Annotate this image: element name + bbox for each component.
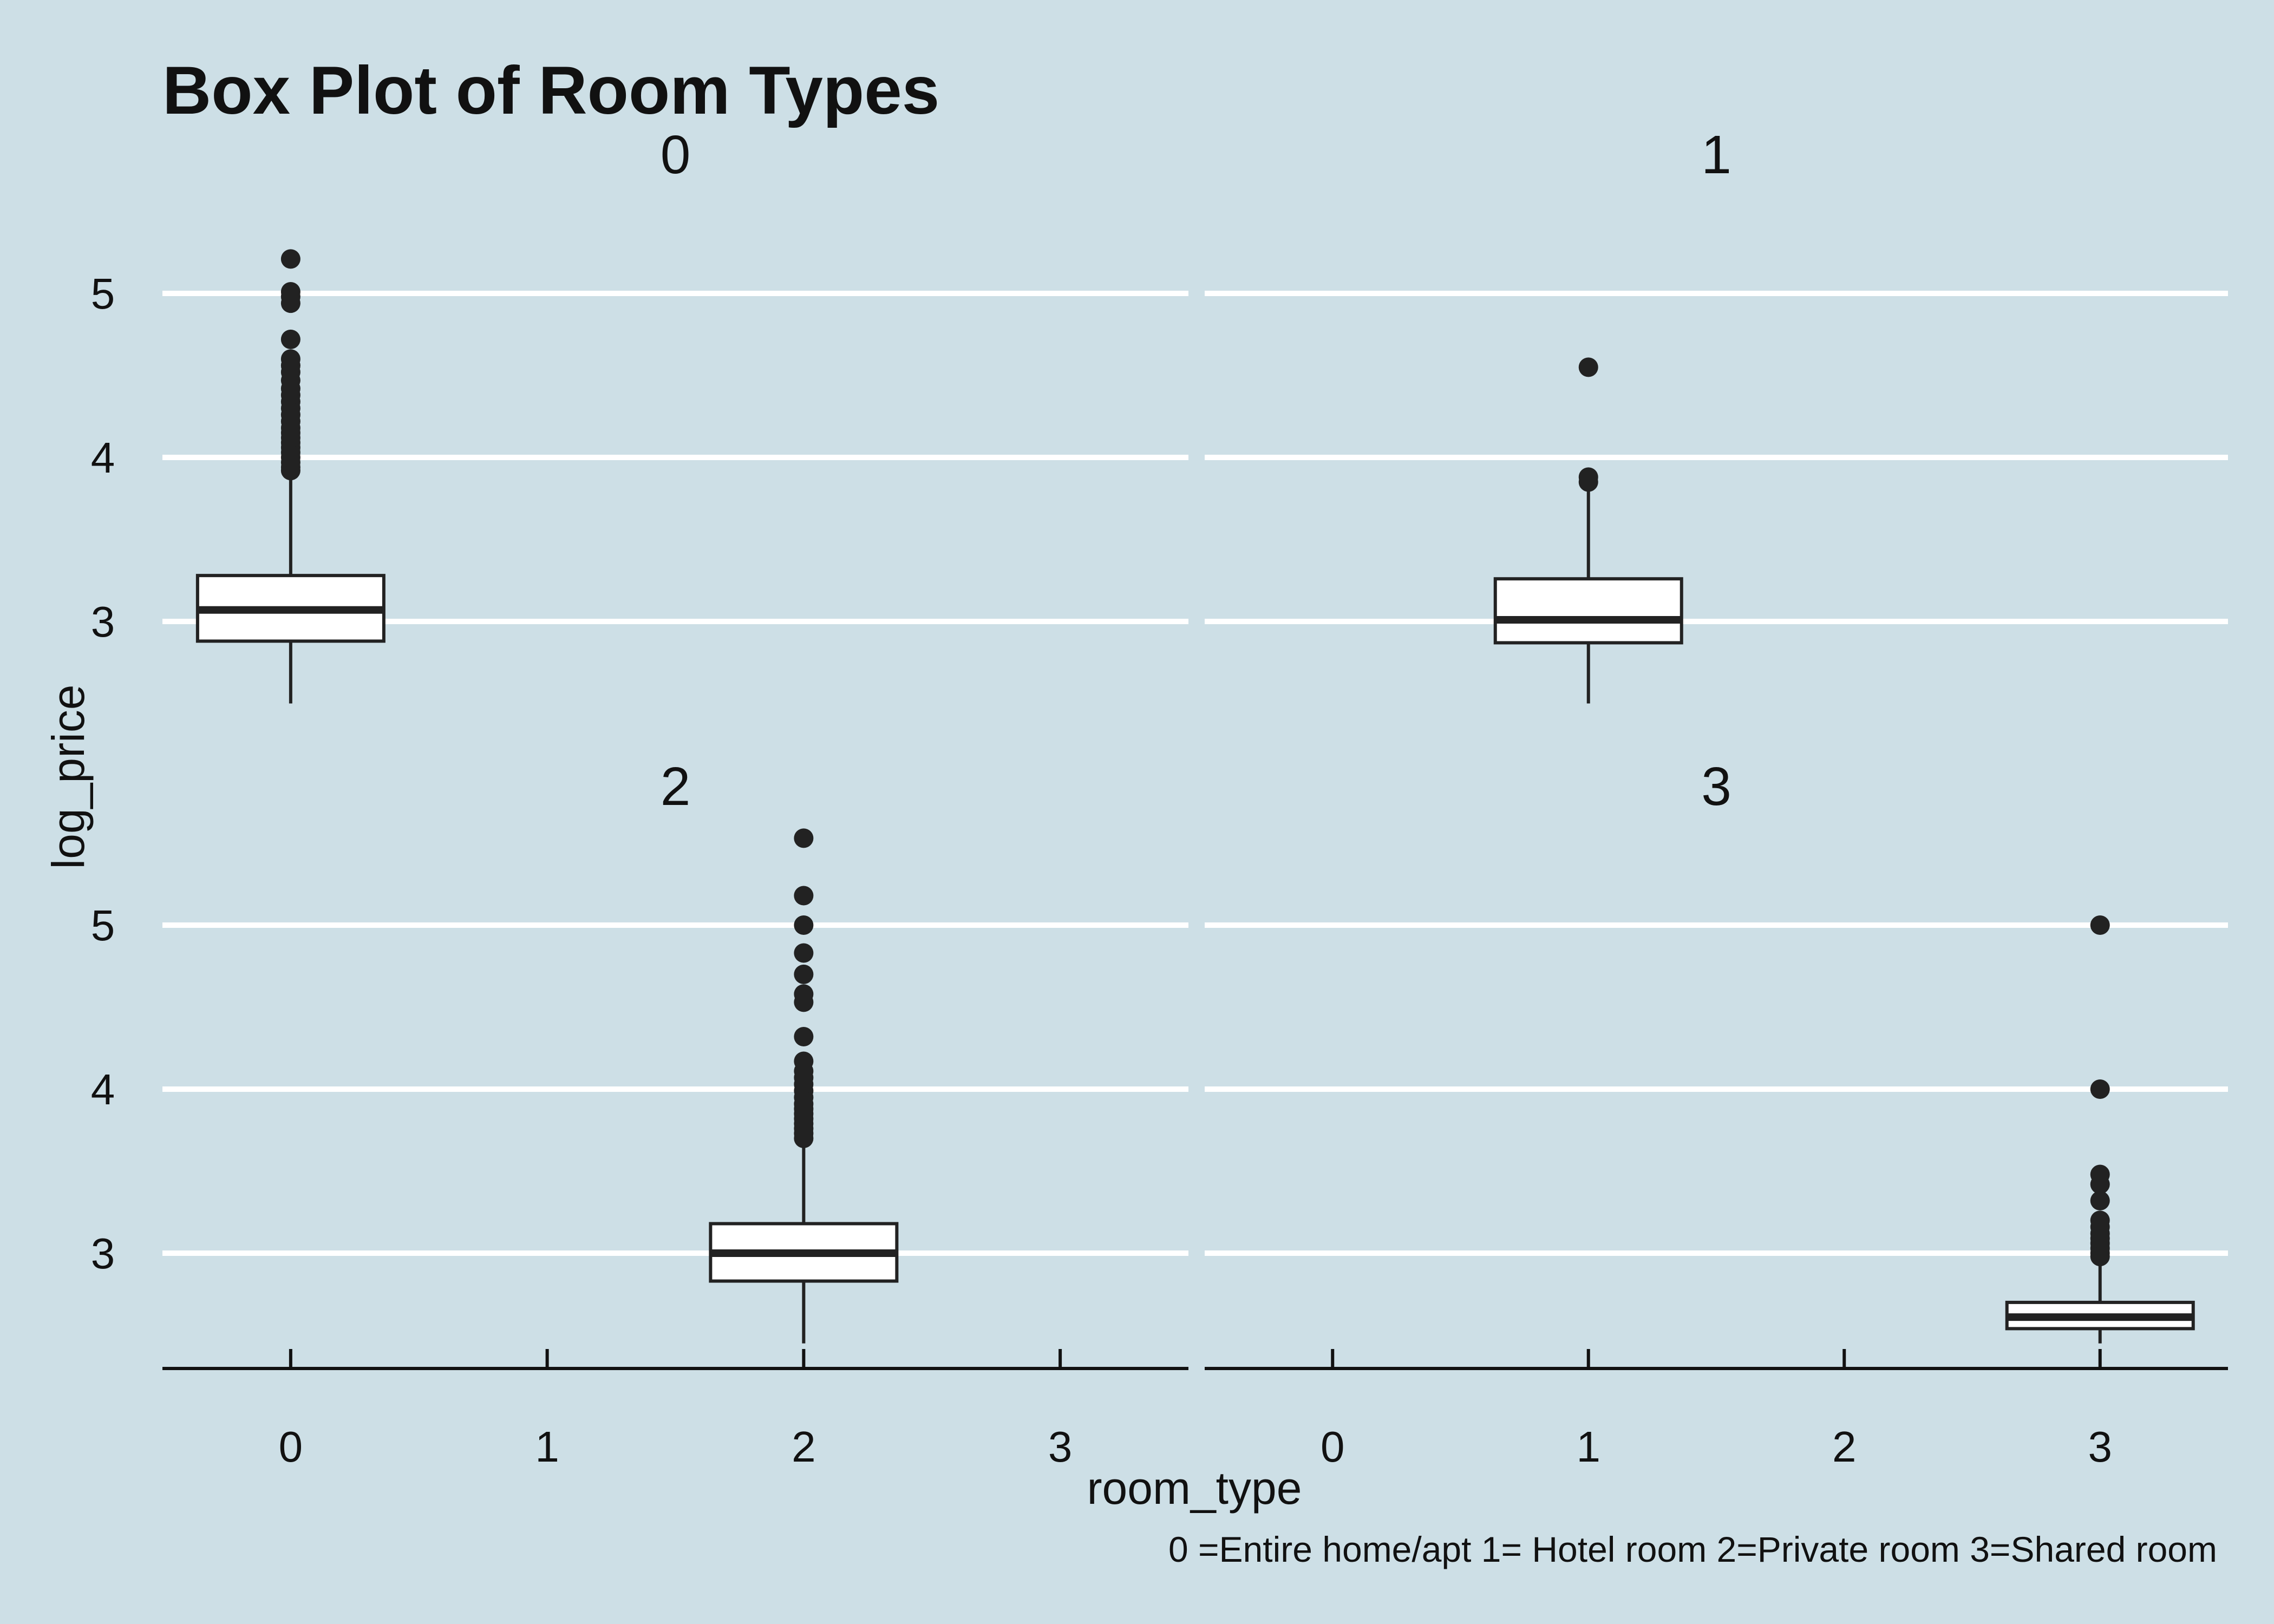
facet-strip-label: 1 [1701, 125, 1731, 185]
y-axis-title: log_price [43, 685, 94, 869]
outlier-point [794, 1027, 814, 1047]
x-axis-left: 0 1 2 3 [162, 1349, 1188, 1471]
outlier-point [794, 964, 814, 984]
outlier-point [2090, 1079, 2110, 1099]
y-tick-label: 5 [91, 270, 115, 318]
outlier-point [794, 943, 814, 963]
outlier-point [1578, 357, 1598, 377]
box-category-0 [195, 249, 385, 704]
y-tick-label: 5 [91, 901, 115, 949]
x-axis-title: room_type [1087, 1463, 1302, 1514]
outlier-point [794, 915, 814, 935]
facet-panel-2: 3 4 5 2 [91, 756, 1188, 1344]
y-tick-label: 4 [91, 1065, 115, 1114]
facet-panel-0: 3 4 5 0 [91, 125, 1188, 704]
outlier-point [794, 886, 814, 906]
outlier-point [280, 249, 300, 269]
x-tick-label: 2 [792, 1423, 816, 1471]
facet-panel-3: 3 [1205, 756, 2228, 1344]
outlier-point [794, 828, 814, 848]
facet-strip-label: 0 [661, 125, 691, 185]
facet-panels: 3 4 5 0 1 3 4 5 2 3 [91, 125, 2228, 1344]
outlier-point [1578, 467, 1598, 487]
outlier-point [794, 984, 814, 1004]
box-category-1 [1493, 357, 1683, 704]
outlier-point [280, 329, 300, 349]
x-tick-label: 1 [1577, 1423, 1601, 1471]
outlier-point [2090, 1210, 2110, 1230]
x-tick-label: 2 [1832, 1423, 1857, 1471]
chart-title: Box Plot of Room Types [162, 53, 939, 128]
x-tick-label: 0 [1321, 1423, 1345, 1471]
chart-caption: 0 =Entire home/apt 1= Hotel room 2=Priva… [1168, 1529, 2217, 1569]
outlier-point [280, 281, 300, 302]
x-axis-right: 0 1 2 3 [1205, 1349, 2228, 1471]
outlier-point [2090, 915, 2110, 935]
x-tick-label: 0 [279, 1423, 303, 1471]
outlier-point [2090, 1164, 2110, 1184]
box-category-2 [709, 828, 899, 1344]
x-axes: 0 1 2 3 0 1 2 3 [162, 1349, 2228, 1471]
facet-strip-label: 2 [661, 756, 691, 817]
x-tick-label: 1 [535, 1423, 559, 1471]
outlier-point [2090, 1191, 2110, 1211]
y-tick-label: 4 [91, 434, 115, 482]
x-tick-label: 3 [2088, 1423, 2113, 1471]
facet-panel-1: 1 [1205, 125, 2228, 704]
x-tick-label: 3 [1048, 1423, 1073, 1471]
box-category-3 [2005, 915, 2195, 1344]
outlier-point [280, 349, 300, 369]
facet-strip-label: 3 [1701, 756, 1731, 817]
outlier-point [794, 1051, 814, 1071]
y-tick-label: 3 [91, 598, 115, 646]
box-iqr [1493, 577, 1683, 645]
y-tick-label: 3 [91, 1229, 115, 1278]
